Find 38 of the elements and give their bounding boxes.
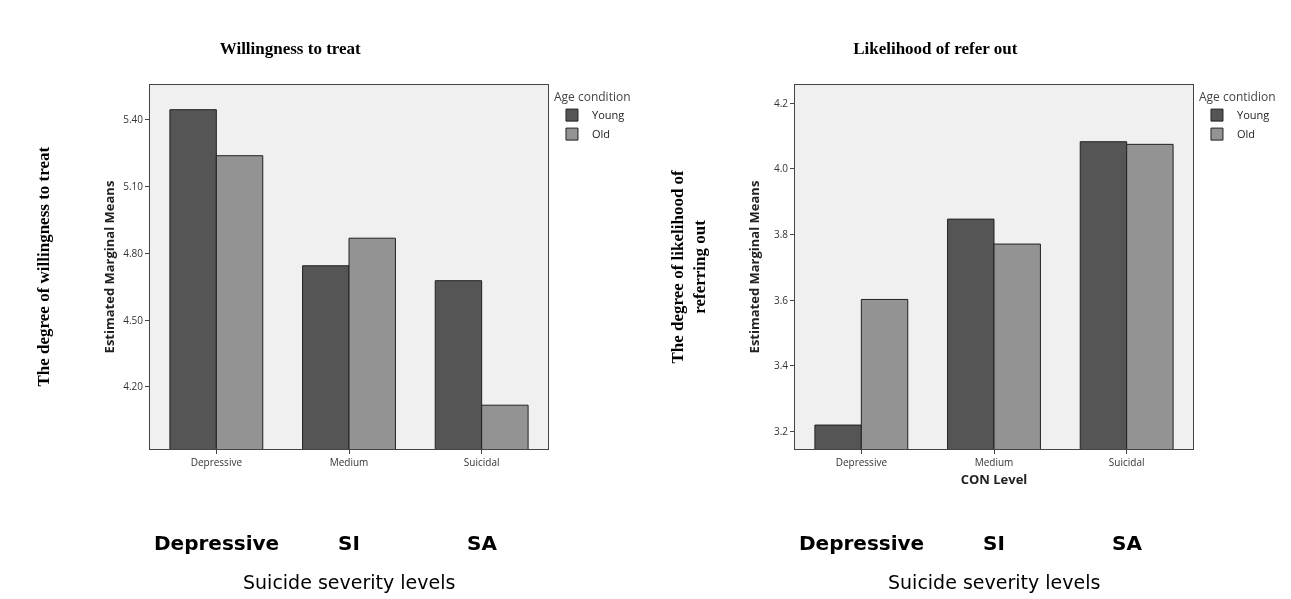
y-tick-label: 4.0 xyxy=(773,161,789,176)
text: Suicide severity levels xyxy=(888,571,1101,593)
legend-label: Old xyxy=(591,126,611,142)
y-tick-label: 4.20 xyxy=(123,379,144,394)
y-tick-label: 3.6 xyxy=(773,292,789,307)
legend-title: Age condition xyxy=(553,87,631,105)
y-axis-title: Estimated Marginal Means xyxy=(100,180,118,354)
y-tick-label: 5.10 xyxy=(123,179,144,194)
x-tick-label: Medium xyxy=(974,455,1014,469)
text: Depressive xyxy=(154,531,280,555)
y-tick-label: 3.4 xyxy=(773,358,789,373)
legend-label: Old xyxy=(1236,126,1256,142)
y-tick-label: 3.8 xyxy=(773,227,789,242)
y-tick-label: 4.2 xyxy=(773,95,789,110)
y-tick-label: 4.50 xyxy=(123,312,144,327)
x-tick-label: Depressive xyxy=(190,455,243,469)
text: Suicide severity levels xyxy=(243,571,456,593)
text: The degree of likelihood of referring out xyxy=(667,169,709,364)
text: The degree of willingness to treat xyxy=(33,146,53,387)
text: SA xyxy=(467,531,498,555)
x-tick-label: Suicidal xyxy=(1108,455,1145,469)
x-tick-label: Depressive xyxy=(835,455,888,469)
y-tick-label: 5.40 xyxy=(123,112,144,127)
text: SI xyxy=(338,531,360,555)
legend-title: Age contidion xyxy=(1198,87,1276,105)
text: Depressive xyxy=(799,531,925,555)
chart-title: Likelihood of refer out xyxy=(853,38,1018,58)
y-tick-label: 3.2 xyxy=(773,423,789,438)
y-axis-title: Estimated Marginal Means xyxy=(745,180,763,354)
y-tick-label: 4.80 xyxy=(123,245,144,260)
chart-title: Willingness to treat xyxy=(219,38,362,58)
text: SI xyxy=(983,531,1005,555)
legend-label: Young xyxy=(591,107,625,123)
legend-label: Young xyxy=(1236,107,1270,123)
x-axis-title: CON Level xyxy=(960,469,1028,488)
text: SA xyxy=(1112,531,1143,555)
x-tick-label: Suicidal xyxy=(463,455,500,469)
x-tick-label: Medium xyxy=(329,455,369,469)
